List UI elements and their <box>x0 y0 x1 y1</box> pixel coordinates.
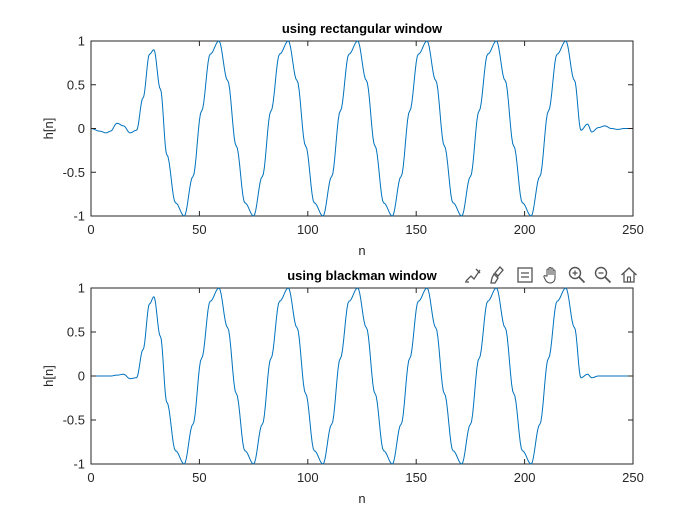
axes-1: 0 50 100 150 200 250 -1 -0.5 0 0.5 1 using rectangu… <box>41 21 644 258</box>
x-tick-label: 50 <box>192 470 206 485</box>
x-tick-label: 0 <box>87 222 94 237</box>
y-tick-label: 0 <box>78 121 85 136</box>
y-tick-label: 0.5 <box>67 77 85 92</box>
highlight-brush-button[interactable] <box>488 264 510 286</box>
y-tick-label: 1 <box>78 34 85 49</box>
x-tick-label: 100 <box>297 470 319 485</box>
y-axis-label: h[n] <box>41 365 56 387</box>
y-tick-label: -1 <box>73 457 85 472</box>
series-line-1 <box>91 287 633 465</box>
home-button[interactable] <box>618 264 640 286</box>
y-tick-label: 0.5 <box>67 325 85 340</box>
x-tick-label: 100 <box>297 222 319 237</box>
axes-2: 0 50 100 150 200 250 -1 -0.5 0 0.5 1 using blackman… <box>41 268 644 506</box>
highlight-brush-icon <box>490 266 504 284</box>
pan-icon <box>543 266 556 284</box>
x-tick-label: 250 <box>622 470 644 485</box>
x-tick-label: 50 <box>192 222 206 237</box>
x-axis-label: n <box>358 491 365 506</box>
x-tick-label: 200 <box>514 470 536 485</box>
y-tick-label: -0.5 <box>63 413 85 428</box>
x-tick-label: 200 <box>514 222 536 237</box>
zoom-in-icon <box>568 266 586 284</box>
y-tick-label: -1 <box>73 209 85 224</box>
x-axis-label: n <box>358 243 365 258</box>
plot-area[interactable] <box>90 40 634 217</box>
chart-title: using rectangular window <box>282 21 443 36</box>
brush-data-icon <box>465 268 481 283</box>
brush-data-button[interactable] <box>462 264 484 286</box>
home-icon <box>621 267 637 283</box>
chart-title: using blackman window <box>287 268 437 283</box>
datatip-button[interactable] <box>514 264 536 286</box>
axes-toolbar <box>462 262 640 288</box>
zoom-in-button[interactable] <box>566 264 588 286</box>
plot-area[interactable] <box>90 287 634 465</box>
series-line-1 <box>90 40 633 217</box>
x-tick-label: 150 <box>405 470 427 485</box>
pan-button[interactable] <box>540 264 562 286</box>
x-tick-label: 0 <box>87 470 94 485</box>
datatip-icon <box>517 267 533 283</box>
y-tick-label: 0 <box>78 369 85 384</box>
y-tick-label: 1 <box>78 281 85 296</box>
zoom-out-button[interactable] <box>592 264 614 286</box>
zoom-out-icon <box>594 266 612 284</box>
x-tick-label: 150 <box>405 222 427 237</box>
y-axis-label: h[n] <box>41 118 56 140</box>
x-tick-label: 250 <box>622 222 644 237</box>
y-tick-label: -0.5 <box>63 165 85 180</box>
